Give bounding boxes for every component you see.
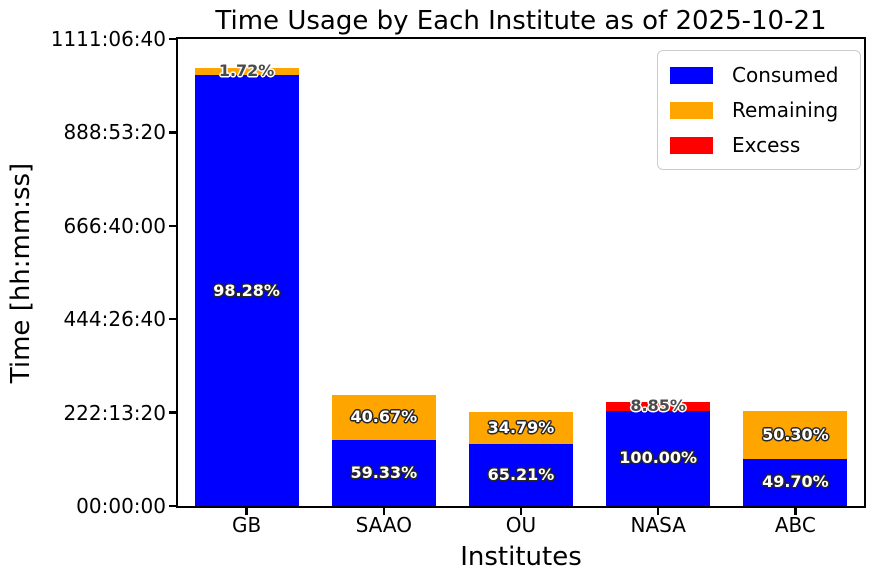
y-tick-mark — [169, 411, 178, 414]
y-tick-label: 444:26:40 — [63, 307, 166, 332]
chart-title: Time Usage by Each Institute as of 2025-… — [215, 6, 827, 36]
bar-saao: 59.33% 40.67% — [331, 39, 436, 506]
bar-nasa-consumed-segment — [606, 410, 711, 506]
bar-gb-consumed-label: 98.28% — [213, 280, 280, 300]
x-tick-label-ou: OU — [505, 513, 537, 537]
legend-label-remaining: Remaining — [732, 98, 839, 122]
legend-item-remaining: Remaining — [670, 97, 846, 123]
x-tick-mark — [519, 506, 523, 515]
bar-nasa-excess-label: 8.85% — [630, 396, 686, 416]
y-tick-mark — [169, 37, 178, 41]
y-tick-mark — [169, 317, 178, 321]
bar-gb-remaining-label: 1.72% — [218, 61, 275, 81]
bar-abc-consumed-label: 49.70% — [762, 472, 829, 492]
bar-ou-remaining-segment — [469, 411, 573, 445]
bar-abc-remaining-label: 50.30% — [762, 424, 829, 444]
bar-abc-consumed-segment — [743, 458, 848, 506]
legend-swatch-consumed — [670, 66, 713, 84]
y-tick-mark — [169, 504, 178, 508]
bar-nasa: 100.00% 8.85% — [606, 39, 711, 506]
legend: Consumed Remaining Excess — [657, 50, 861, 170]
bar-abc: 49.70% 50.30% — [743, 39, 848, 506]
bar-gb-consumed-segment — [194, 75, 299, 506]
x-tick-mark — [382, 506, 386, 515]
bar-ou: 65.21% 34.79% — [469, 39, 573, 506]
bar-saao-consumed-segment — [331, 439, 436, 506]
bar-saao-remaining-segment — [331, 394, 436, 440]
y-tick-mark — [169, 131, 178, 134]
y-tick-label: 1111:06:40 — [50, 27, 166, 51]
y-tick-label: 222:13:20 — [63, 400, 166, 425]
legend-swatch-excess — [670, 136, 713, 154]
x-tick-label-saao: SAAO — [355, 513, 412, 537]
bar-ou-consumed-label: 65.21% — [487, 465, 555, 485]
legend-label-excess: Excess — [732, 133, 801, 157]
y-tick-label: 00:00:00 — [76, 494, 166, 518]
x-tick-label-abc: ABC — [774, 513, 816, 537]
x-tick-mark — [245, 506, 248, 515]
bar-nasa-excess-segment — [606, 402, 711, 411]
x-tick-mark — [656, 506, 660, 515]
x-tick-label-nasa: NASA — [630, 513, 686, 537]
y-axis-label: Time [hh:mm:ss] — [6, 162, 36, 384]
legend-label-consumed: Consumed — [732, 63, 839, 87]
bar-gb-remaining-segment — [194, 67, 299, 76]
x-tick-mark — [794, 506, 797, 515]
bar-gb: 98.28% 1.72% — [194, 39, 299, 506]
bar-ou-remaining-label: 34.79% — [487, 418, 555, 438]
bars-container: 98.28% 1.72% 59.33% 40.67% 65.21% 34.79% 100.0… — [178, 39, 864, 506]
bar-ou-consumed-segment — [469, 444, 573, 506]
x-tick-label-gb: GB — [231, 513, 262, 537]
legend-item-consumed: Consumed — [670, 62, 846, 88]
y-tick-label: 666:40:00 — [63, 213, 166, 238]
y-tick-label: 888:53:20 — [63, 120, 166, 145]
legend-swatch-remaining — [670, 101, 713, 119]
plot-area: 98.28% 1.72% 59.33% 40.67% 65.21% 34.79% 100.0… — [176, 37, 866, 508]
bar-saao-consumed-label: 59.33% — [350, 462, 418, 482]
x-axis-label: Institutes — [460, 542, 582, 572]
bar-nasa-consumed-label: 100.00% — [619, 448, 698, 468]
legend-item-excess: Excess — [670, 132, 846, 158]
y-tick-mark — [169, 224, 178, 228]
bar-abc-remaining-segment — [743, 410, 848, 459]
bar-saao-remaining-label: 40.67% — [350, 407, 418, 427]
